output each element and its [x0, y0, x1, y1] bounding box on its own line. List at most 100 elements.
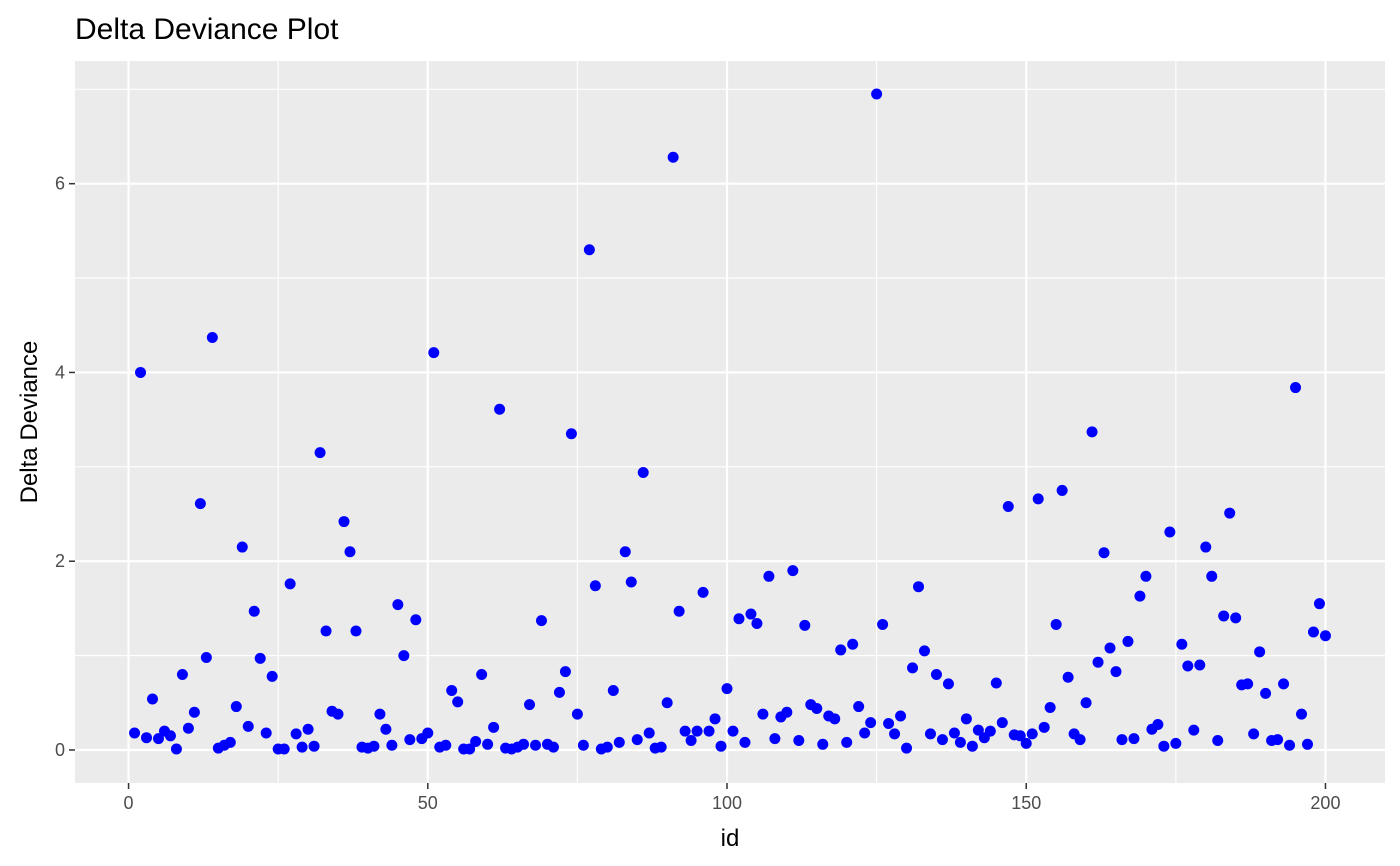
data-point: [1302, 738, 1314, 750]
data-point: [470, 735, 482, 747]
data-points: [129, 88, 1331, 755]
data-point: [1152, 718, 1164, 730]
data-point: [1260, 687, 1272, 699]
data-point: [637, 466, 649, 478]
data-point: [1104, 642, 1116, 654]
data-point: [188, 706, 200, 718]
data-point: [1164, 526, 1176, 538]
data-point: [1194, 659, 1206, 671]
data-point: [200, 651, 212, 663]
data-point: [733, 613, 745, 625]
data-point: [972, 724, 984, 736]
data-point: [565, 428, 577, 440]
data-point: [530, 739, 542, 751]
data-point: [1158, 740, 1170, 752]
x-tick-label: 150: [1011, 793, 1041, 813]
data-point: [320, 625, 332, 637]
data-point: [817, 738, 829, 750]
x-tick-label: 0: [124, 793, 134, 813]
data-point: [1020, 737, 1032, 749]
data-point: [170, 743, 182, 755]
data-point: [625, 576, 637, 588]
x-axis: 0 50 100 150 200: [124, 783, 1340, 813]
data-point: [392, 599, 404, 611]
data-point: [260, 727, 272, 739]
data-point: [936, 734, 948, 746]
data-point: [907, 662, 919, 674]
data-point: [745, 608, 757, 620]
data-point: [1110, 666, 1122, 678]
data-point: [685, 735, 697, 747]
data-point: [751, 617, 763, 629]
data-point: [739, 736, 751, 748]
data-point: [901, 742, 913, 754]
data-point: [1086, 426, 1098, 438]
data-point: [589, 580, 601, 592]
data-point: [284, 578, 296, 590]
data-point: [386, 739, 398, 751]
data-point: [194, 498, 206, 510]
data-point: [1092, 656, 1104, 668]
data-point: [559, 666, 571, 678]
data-point: [290, 728, 302, 740]
data-point: [547, 741, 559, 753]
data-point: [1098, 547, 1110, 559]
data-point: [643, 727, 655, 739]
data-point: [1182, 660, 1194, 672]
data-point: [930, 668, 942, 680]
data-point: [619, 546, 631, 558]
data-point: [332, 708, 344, 720]
data-point: [141, 732, 153, 744]
data-point: [1032, 493, 1044, 505]
data-point: [769, 733, 781, 745]
data-point: [1140, 570, 1152, 582]
data-point: [1062, 671, 1074, 683]
data-point: [877, 618, 889, 630]
data-point: [296, 741, 308, 753]
data-point: [895, 710, 907, 722]
data-point: [703, 725, 715, 737]
chart-title: Delta Deviance Plot: [75, 13, 339, 46]
data-point: [613, 736, 625, 748]
data-point: [1284, 739, 1296, 751]
data-point: [913, 581, 925, 593]
data-point: [254, 652, 266, 664]
data-point: [883, 718, 895, 730]
y-axis: 0 2 4 6: [55, 174, 75, 760]
data-point: [1188, 724, 1200, 736]
data-point: [1128, 733, 1140, 745]
data-point: [655, 741, 667, 753]
data-point: [308, 740, 320, 752]
data-point: [1272, 734, 1284, 746]
data-point: [1242, 678, 1254, 690]
data-point: [1206, 570, 1218, 582]
data-point: [1170, 737, 1182, 749]
data-point: [494, 403, 506, 415]
data-point: [799, 619, 811, 631]
data-point: [1319, 630, 1331, 642]
data-point: [1248, 728, 1260, 740]
data-point: [1296, 708, 1308, 720]
data-point: [164, 730, 176, 742]
data-point: [452, 696, 464, 708]
data-point: [607, 685, 619, 697]
data-point: [464, 743, 476, 755]
data-point: [1307, 626, 1319, 638]
data-point: [314, 447, 326, 459]
data-point: [1038, 721, 1050, 733]
data-point: [374, 708, 386, 720]
data-point: [535, 615, 547, 627]
data-point: [553, 686, 565, 698]
data-point: [835, 644, 847, 656]
data-point: [577, 739, 589, 751]
data-point: [853, 701, 865, 713]
data-point: [841, 736, 853, 748]
data-point: [344, 546, 356, 558]
data-point: [380, 723, 392, 735]
data-point: [176, 668, 188, 680]
data-point: [757, 708, 769, 720]
data-point: [1230, 612, 1242, 624]
data-point: [787, 565, 799, 577]
data-point: [1080, 697, 1092, 709]
x-tick-label: 50: [418, 793, 438, 813]
